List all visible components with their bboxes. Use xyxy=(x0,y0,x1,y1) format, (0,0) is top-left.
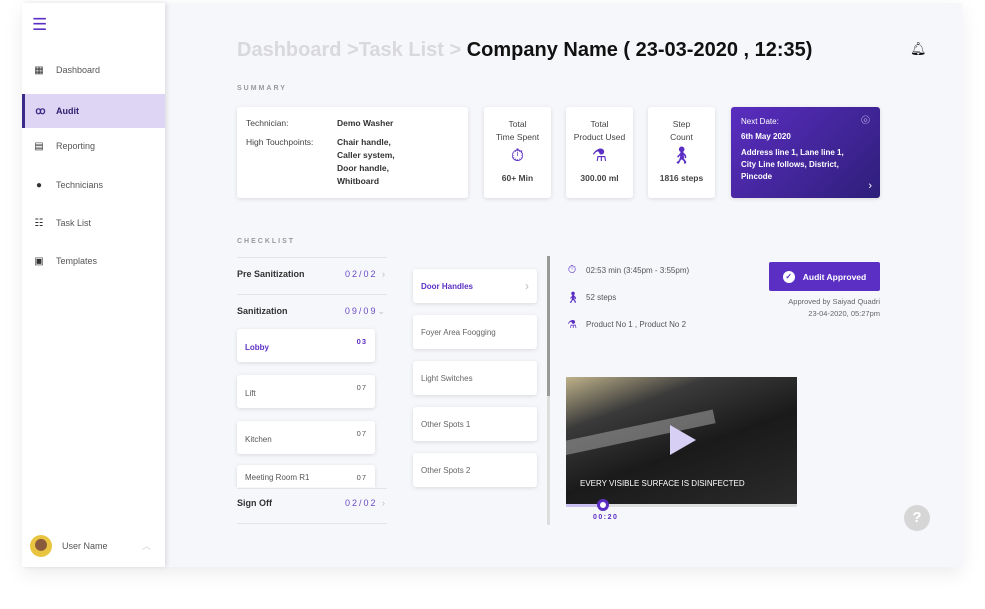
chevron-right-icon: › xyxy=(382,269,387,279)
page-title: Company Name ( 23-03-2020 , 12:35) xyxy=(466,39,813,61)
task-other-spots-2[interactable]: Other Spots 2 xyxy=(413,453,537,487)
list-icon: ☷ xyxy=(34,217,44,229)
checklist-label: CHECKLIST xyxy=(237,238,296,245)
section-pre-sanitization[interactable]: Pre Sanitization 02/02 › xyxy=(237,269,387,279)
approval-info: Approved by Saiyad Quadri 23-04-2020, 05:… xyxy=(788,297,880,318)
avatar[interactable] xyxy=(30,535,52,557)
section-sanitization[interactable]: Sanitization 09/09⌄ xyxy=(237,306,387,316)
area-kitchen[interactable]: Kitchen 07 xyxy=(237,421,375,454)
sidebar-item-audit[interactable]: ꝏ Audit xyxy=(22,94,165,128)
location-pin-icon: ● xyxy=(35,179,43,191)
touchpoints-label: High Touchpoints: xyxy=(246,137,314,147)
user-name[interactable]: User Name xyxy=(62,541,108,551)
video-caption: EVERY VISIBLE SURFACE IS DISINFECTED xyxy=(580,479,745,488)
spray-bottle-icon: ⚗︎ xyxy=(567,319,577,331)
detail-time: ⏱︎ 02:53 min (3:45pm - 3:55pm) xyxy=(567,264,690,276)
help-icon[interactable]: ? xyxy=(904,505,930,531)
stopwatch-icon: ⏱︎ xyxy=(567,264,577,276)
task-light-switches[interactable]: Light Switches xyxy=(413,361,537,395)
breadcrumb: Dashboard >Task List > Company Name ( 23… xyxy=(237,39,812,62)
video-progress-bar[interactable] xyxy=(566,504,797,507)
section-sign-off[interactable]: Sign Off 02/02 › xyxy=(237,498,387,508)
audit-approved-button[interactable]: ✓ Audit Approved xyxy=(769,262,880,291)
walking-icon: 🚶︎ xyxy=(566,292,580,304)
glasses-icon: ꝏ xyxy=(35,105,46,117)
check-circle-icon: ✓ xyxy=(782,270,795,283)
sidebar-item-task-list[interactable]: ☷ Task List xyxy=(22,208,165,238)
stat-step-count: Step Count 🚶︎ 1816 steps xyxy=(648,107,715,198)
dashboard-icon: ▦ xyxy=(34,64,44,76)
task-other-spots-1[interactable]: Other Spots 1 xyxy=(413,407,537,441)
technician-label: Technician: xyxy=(246,118,289,128)
task-foyer[interactable]: Foyer Area Foogging xyxy=(413,315,537,349)
detail-products: ⚗︎ Product No 1 , Product No 2 xyxy=(567,319,687,331)
summary-label: SUMMARY xyxy=(237,85,287,92)
report-icon: ▤ xyxy=(34,140,44,152)
breadcrumb-dashboard[interactable]: Dashboard > xyxy=(237,39,359,61)
chevron-up-icon[interactable]: ︿ xyxy=(142,541,152,551)
spray-bottle-icon: ⚗︎ xyxy=(591,146,608,165)
sidebar-item-templates[interactable]: ▣ Templates xyxy=(22,246,165,276)
template-icon: ▣ xyxy=(34,255,44,267)
sidebar-item-dashboard[interactable]: ▦ Dashboard xyxy=(22,55,165,85)
stat-time-spent: Total Time Spent ⏱︎ 60+ Min xyxy=(484,107,551,198)
video-time: 00:20 xyxy=(593,514,619,521)
area-list[interactable]: Lobby 03 Lift 07 Kitchen 07 Meeting Room R1… xyxy=(230,325,390,487)
bell-icon[interactable]: 🔔︎ xyxy=(910,41,927,56)
area-lobby[interactable]: Lobby 03 xyxy=(237,329,375,362)
sidebar-item-technicians[interactable]: ● Technicians xyxy=(22,170,165,200)
area-lift[interactable]: Lift 07 xyxy=(237,375,375,408)
chevron-down-icon: ⌄ xyxy=(377,306,387,316)
location-pin-icon: ⌾ xyxy=(860,112,870,129)
area-meeting-room[interactable]: Meeting Room R1 07 xyxy=(237,465,375,487)
chevron-right-icon: › xyxy=(868,180,872,192)
technician-value: Demo Washer xyxy=(337,118,394,128)
next-date: 6th May 2020 xyxy=(741,132,791,141)
stat-product-used: Total Product Used ⚗︎ 300.00 ml xyxy=(566,107,633,198)
chevron-right-icon: › xyxy=(525,279,529,293)
scrollbar[interactable] xyxy=(547,256,550,525)
video-scrubber[interactable] xyxy=(596,499,609,511)
detail-steps: 🚶︎ 52 steps xyxy=(566,292,617,304)
video-player[interactable]: EVERY VISIBLE SURFACE IS DISINFECTED xyxy=(566,377,797,506)
play-icon[interactable] xyxy=(670,425,696,455)
hamburger-menu-icon[interactable]: ☰ xyxy=(32,15,48,34)
sidebar-item-reporting[interactable]: ▤ Reporting xyxy=(22,131,165,161)
chevron-right-icon: › xyxy=(382,498,387,508)
next-date-card[interactable]: Next Date: 6th May 2020 Address line 1, … xyxy=(731,107,880,198)
stopwatch-icon: ⏱︎ xyxy=(510,146,525,165)
breadcrumb-task-list[interactable]: Task List > xyxy=(358,39,462,61)
summary-card: Technician: Demo Washer High Touchpoints… xyxy=(237,107,468,198)
task-door-handles[interactable]: Door Handles › xyxy=(413,269,537,303)
touchpoints-value: Chair handle, Caller system, Door handle, W… xyxy=(337,137,395,186)
next-address: Address line 1, Lane line 1, City Line f… xyxy=(741,148,844,181)
sidebar: ☰ ▦ Dashboard ꝏ Audit ▤ Reporting ● Technici… xyxy=(22,3,165,567)
walking-icon: 🚶︎ xyxy=(670,146,693,165)
next-date-label: Next Date: xyxy=(741,117,779,126)
